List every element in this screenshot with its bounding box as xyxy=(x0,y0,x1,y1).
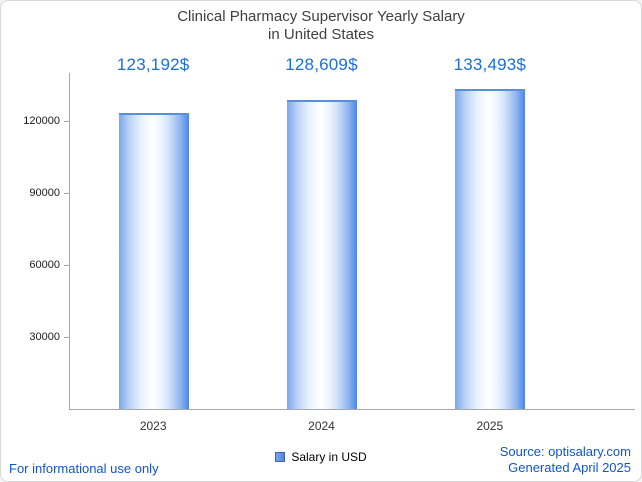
bar-value-label: 128,609$ xyxy=(285,55,358,74)
bar xyxy=(455,88,525,409)
bar-column xyxy=(238,73,406,409)
source-link[interactable]: Source: optisalary.com xyxy=(499,444,631,459)
x-axis-label: 2024 xyxy=(308,419,335,433)
bars-container xyxy=(70,73,574,409)
source-block: Source: optisalary.com Generated April 2… xyxy=(500,444,631,476)
bar-column xyxy=(406,73,574,409)
chart-title-line1: Clinical Pharmacy Supervisor Yearly Sala… xyxy=(177,8,465,25)
y-tick-label: 90000 xyxy=(29,187,60,199)
bar-column xyxy=(70,73,238,409)
bar-value-label: 133,493$ xyxy=(453,55,527,74)
x-axis-line xyxy=(69,409,635,410)
plot-area: 30000 60000 90000 120000 xyxy=(23,73,574,409)
x-axis-label: 2023 xyxy=(139,419,167,433)
y-tick-label: 60000 xyxy=(29,259,60,271)
legend-swatch-icon xyxy=(275,452,286,462)
y-tick-label: 30000 xyxy=(29,331,60,343)
x-axis-labels: 2023 2024 2025 xyxy=(69,419,574,435)
bar xyxy=(287,100,357,409)
legend-label: Salary in USD xyxy=(291,450,367,464)
generated-date: Generated April 2025 xyxy=(508,460,631,475)
bar-value-label: 123,192$ xyxy=(116,55,190,74)
y-tick-mark xyxy=(64,265,70,266)
bar xyxy=(119,113,189,409)
legend[interactable]: Salary in USD xyxy=(1,450,641,464)
x-axis-label: 2025 xyxy=(476,419,504,433)
chart-title-line2: in United States xyxy=(268,26,374,43)
y-tick-label: 120000 xyxy=(23,115,60,127)
disclaimer-text: For informational use only xyxy=(9,461,159,476)
chart-title: Clinical Pharmacy Supervisor Yearly Sala… xyxy=(1,8,641,44)
y-tick-mark xyxy=(64,193,70,194)
y-tick-mark xyxy=(64,337,70,338)
bar-value-labels: 123,192$ 128,609$ 133,493$ xyxy=(69,55,574,77)
y-tick-mark xyxy=(64,121,70,122)
